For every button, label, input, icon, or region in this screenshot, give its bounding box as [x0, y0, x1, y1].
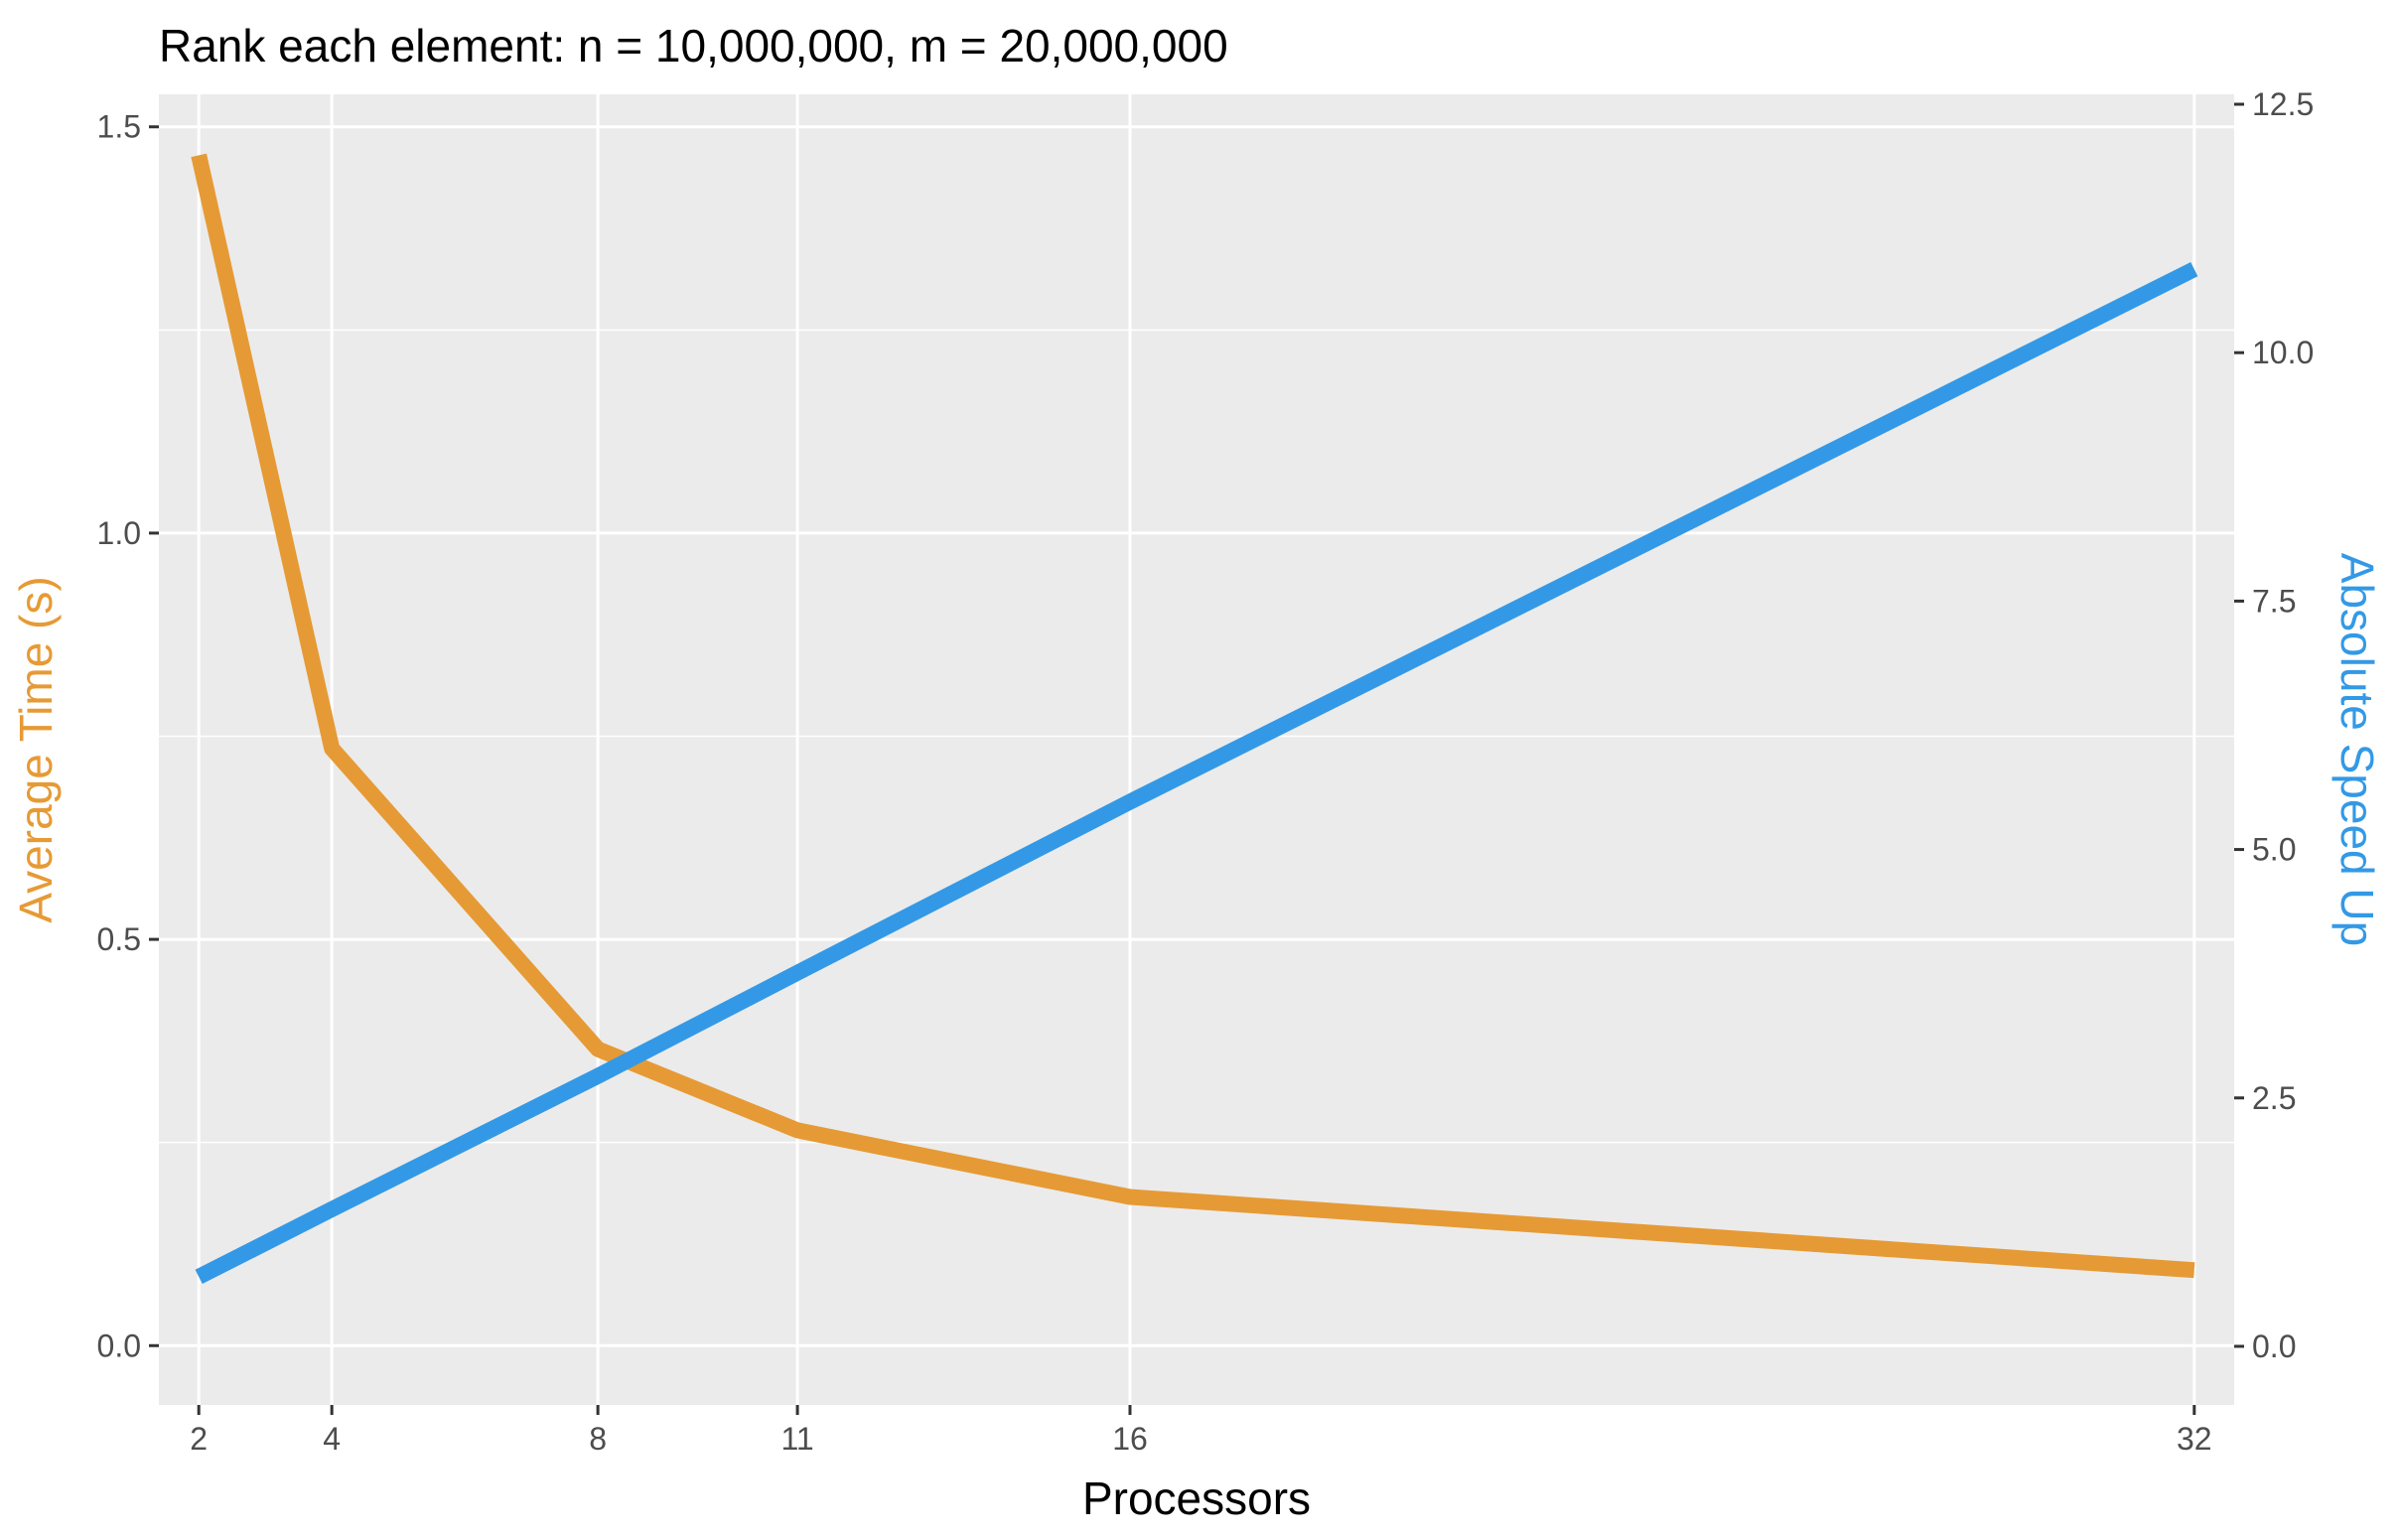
y2-tick-label: 5.0	[2252, 832, 2296, 868]
x-tick-label: 16	[1112, 1421, 1148, 1457]
y-tick-label: 0.5	[97, 921, 141, 957]
axis-ticks	[149, 102, 2244, 1415]
y2-tick-label: 2.5	[2252, 1080, 2296, 1116]
series-line-speed-up	[195, 261, 2198, 1285]
y2-axis-title: Absolute Speed Up	[2331, 553, 2383, 946]
y2-tick-label: 0.0	[2252, 1329, 2296, 1364]
series-line-average-time	[191, 153, 2195, 1279]
x-tick-label: 4	[323, 1421, 341, 1457]
y2-tick-label: 12.5	[2252, 86, 2314, 122]
y-axis-title: Average Time (s)	[10, 576, 62, 922]
tick-labels: 0.0 0.5 1.0 1.5 0.0 2.5 5.0 7.5 10.0 12.5 2 4 8 11 16 3…	[97, 86, 2315, 1457]
gridlines	[159, 94, 2234, 1405]
x-tick-label: 2	[190, 1421, 208, 1457]
y-tick-label: 1.0	[97, 515, 141, 551]
plot-panel	[159, 94, 2234, 1405]
y-tick-label: 1.5	[97, 109, 141, 145]
series-layer	[191, 153, 2198, 1285]
y2-tick-label: 10.0	[2252, 335, 2314, 370]
x-tick-label: 11	[780, 1421, 813, 1457]
x-axis-title: Processors	[1082, 1472, 1311, 1524]
y-tick-label: 0.0	[97, 1328, 141, 1363]
x-tick-label: 8	[589, 1421, 607, 1457]
chart-title: Rank each element: n = 10,000,000, m = 2…	[159, 20, 1228, 71]
y2-tick-label: 7.5	[2252, 583, 2296, 619]
x-tick-label: 32	[2177, 1421, 2212, 1457]
